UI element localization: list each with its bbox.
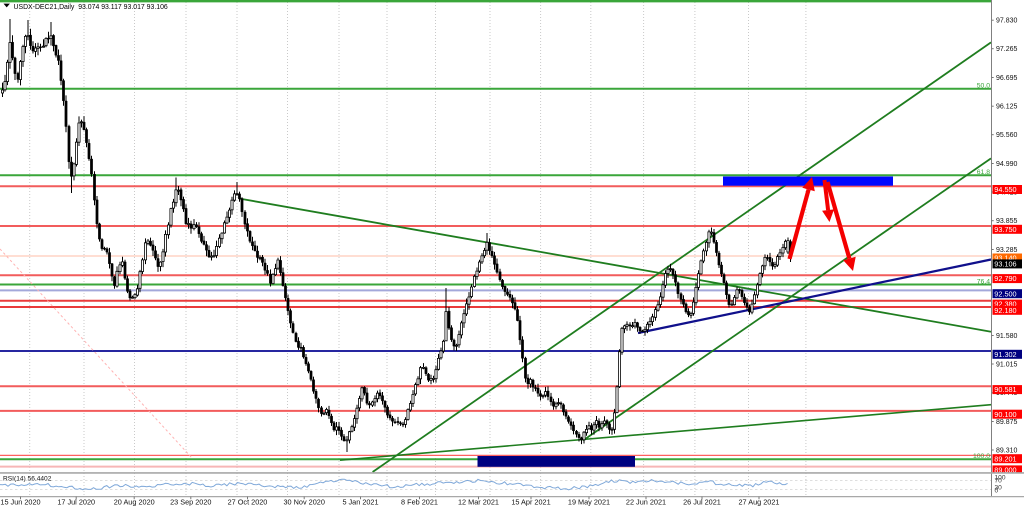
svg-text:RSI(14) 56.4402: RSI(14) 56.4402 bbox=[3, 476, 52, 483]
svg-text:15 Jun 2020: 15 Jun 2020 bbox=[0, 498, 40, 507]
svg-text:93.855: 93.855 bbox=[996, 218, 1018, 225]
svg-text:89.000: 89.000 bbox=[994, 466, 1016, 475]
svg-text:76.4: 76.4 bbox=[977, 278, 990, 285]
svg-text:100: 100 bbox=[995, 475, 1006, 482]
svg-text:5 Jan 2021: 5 Jan 2021 bbox=[342, 498, 378, 507]
svg-text:94.990: 94.990 bbox=[996, 161, 1018, 168]
svg-text:90.581: 90.581 bbox=[994, 385, 1016, 394]
svg-text:97.830: 97.830 bbox=[996, 18, 1018, 25]
svg-text:91.580: 91.580 bbox=[996, 333, 1018, 340]
svg-text:USDX-DEC21,Daily 93.074 93.11: USDX-DEC21,Daily 93.074 93.117 93.017 93… bbox=[14, 4, 168, 11]
svg-text:17 Jul 2020: 17 Jul 2020 bbox=[57, 498, 95, 507]
svg-text:96.695: 96.695 bbox=[996, 75, 1018, 82]
svg-text:27 Oct 2020: 27 Oct 2020 bbox=[228, 498, 268, 507]
svg-text:90.100: 90.100 bbox=[994, 410, 1016, 419]
svg-text:22 Jun 2021: 22 Jun 2021 bbox=[626, 498, 666, 507]
svg-text:92.790: 92.790 bbox=[994, 274, 1016, 283]
svg-text:19 May 2021: 19 May 2021 bbox=[568, 498, 610, 507]
svg-text:91.302: 91.302 bbox=[994, 350, 1016, 359]
svg-text:92.500: 92.500 bbox=[994, 289, 1016, 298]
svg-text:93.285: 93.285 bbox=[996, 247, 1018, 254]
svg-text:50.0: 50.0 bbox=[977, 83, 990, 90]
svg-text:20 Aug 2020: 20 Aug 2020 bbox=[114, 498, 155, 507]
svg-text:70: 70 bbox=[995, 478, 1003, 485]
svg-text:93.750: 93.750 bbox=[994, 225, 1016, 234]
svg-text:8 Feb 2021: 8 Feb 2021 bbox=[401, 498, 438, 507]
svg-text:27 Aug 2021: 27 Aug 2021 bbox=[739, 498, 780, 507]
svg-text:0: 0 bbox=[995, 488, 999, 495]
svg-text:30: 30 bbox=[995, 485, 1003, 492]
svg-text:89.875: 89.875 bbox=[996, 419, 1018, 426]
svg-text:94.550: 94.550 bbox=[994, 185, 1016, 194]
svg-text:95.560: 95.560 bbox=[996, 132, 1018, 139]
svg-text:30 Nov 2020: 30 Nov 2020 bbox=[284, 498, 325, 507]
svg-text:93.140: 93.140 bbox=[994, 254, 1016, 263]
svg-text:92.380: 92.380 bbox=[994, 300, 1016, 309]
svg-text:61.8: 61.8 bbox=[977, 169, 990, 176]
svg-text:15 Apr 2021: 15 Apr 2021 bbox=[511, 498, 550, 507]
svg-text:26 Jul 2021: 26 Jul 2021 bbox=[683, 498, 721, 507]
svg-text:91.015: 91.015 bbox=[996, 361, 1018, 368]
svg-text:100.0: 100.0 bbox=[973, 453, 990, 460]
svg-text:92.180: 92.180 bbox=[994, 306, 1016, 315]
svg-text:93.106: 93.106 bbox=[994, 260, 1016, 269]
svg-text:12 Mar 2021: 12 Mar 2021 bbox=[458, 498, 499, 507]
svg-text:23 Sep 2020: 23 Sep 2020 bbox=[170, 498, 211, 507]
svg-text:97.265: 97.265 bbox=[996, 46, 1018, 53]
svg-text:89.310: 89.310 bbox=[996, 447, 1018, 454]
svg-text:96.125: 96.125 bbox=[996, 104, 1018, 111]
svg-text:89.201: 89.201 bbox=[994, 454, 1016, 463]
